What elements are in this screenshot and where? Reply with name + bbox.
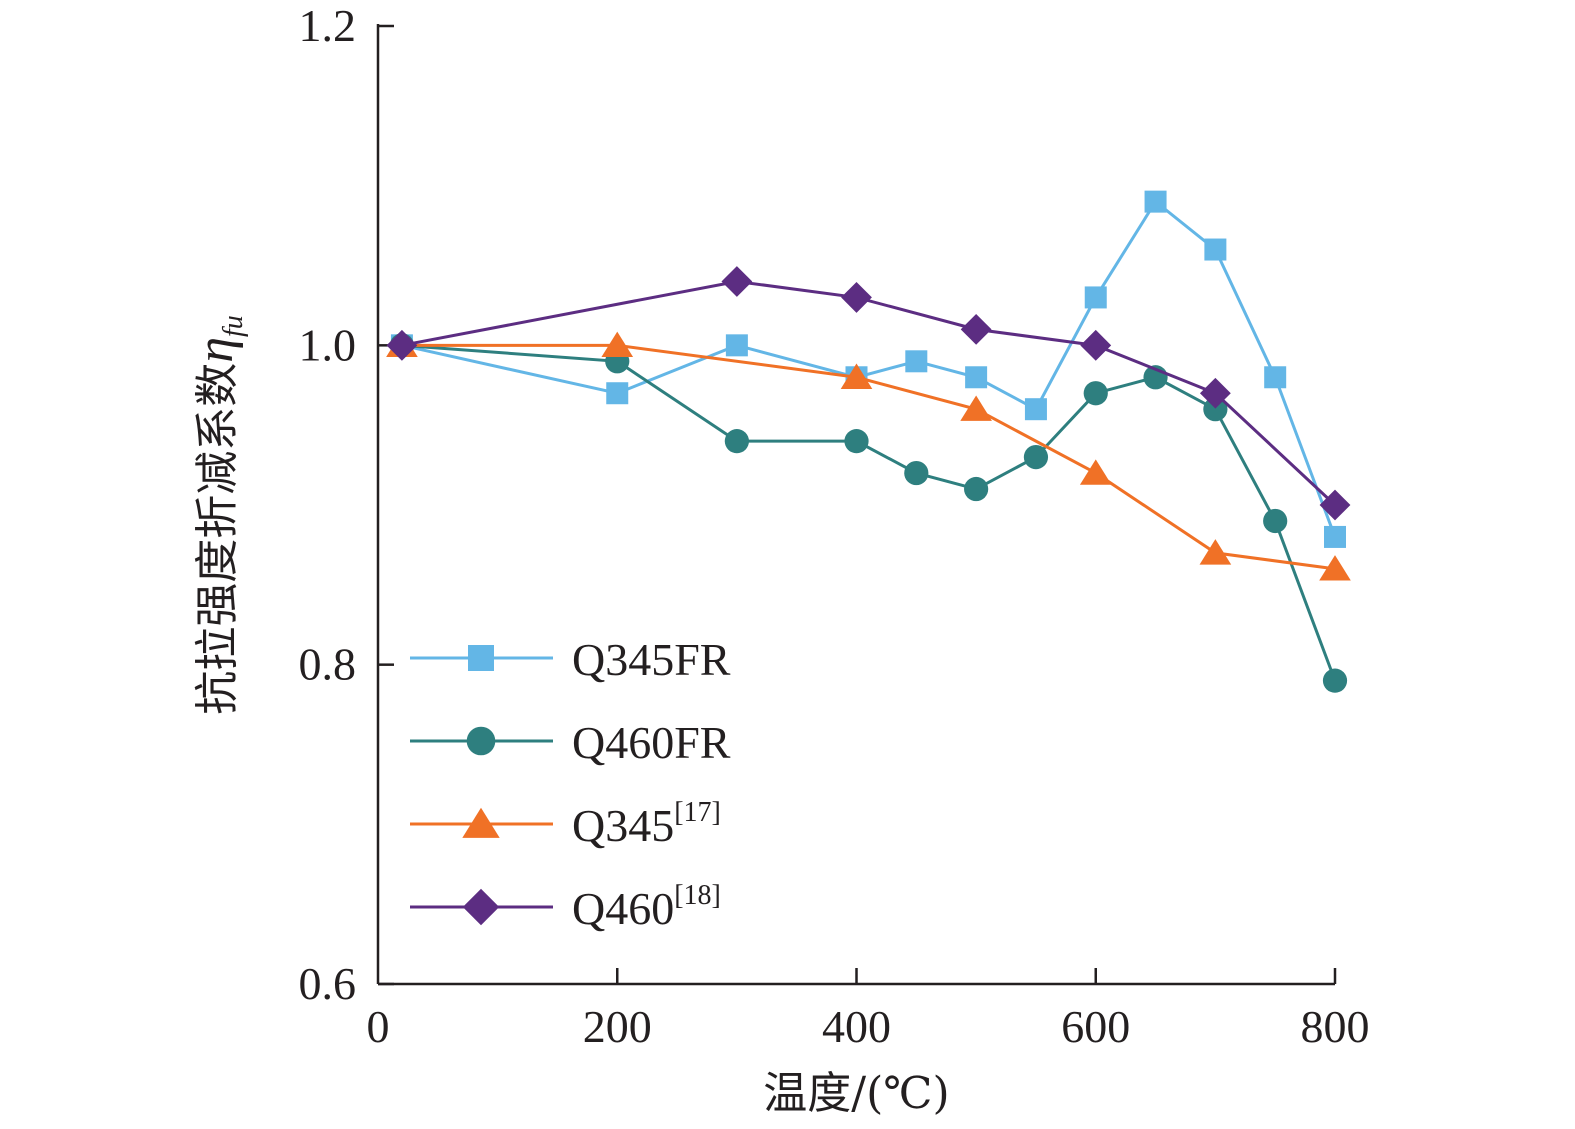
legend: Q345FR Q460FR Q345[17] Q460[18]: [410, 634, 731, 934]
y-axis-title-symbol: η: [187, 337, 244, 363]
data-point: [1024, 398, 1047, 421]
data-point: [905, 350, 928, 373]
data-point: [1083, 381, 1108, 406]
series-q460fr: [389, 333, 1348, 693]
legend-marker: [468, 645, 494, 671]
data-point: [1204, 238, 1227, 261]
data-point: [724, 429, 749, 454]
axes: [376, 24, 1335, 986]
data-point: [1322, 668, 1348, 693]
data-point: [844, 429, 869, 454]
series-line: [401, 199, 1337, 538]
series-line: [401, 343, 1337, 682]
data-point: [721, 266, 753, 297]
data-point: [1199, 539, 1232, 565]
x-tick-label: 600: [1061, 1001, 1130, 1052]
data-point: [1023, 445, 1049, 470]
data-point: [1203, 397, 1228, 422]
legend-label-base: Q460: [572, 883, 674, 934]
legend-label-base: Q345: [572, 800, 674, 851]
x-axis-title: 温度/(℃): [763, 1068, 949, 1119]
data-point: [1264, 366, 1287, 389]
legend-label: Q460[18]: [572, 880, 721, 934]
data-point: [725, 334, 748, 357]
axis-ticks: 0.6 0.8 1.0 1.2 0 200 400 600 800: [299, 0, 1370, 1052]
series-line: [401, 343, 1336, 571]
data-point: [601, 331, 634, 358]
x-tick-label: 800: [1301, 1001, 1370, 1052]
series-q345: [386, 331, 1351, 581]
y-tick-label: 0.6: [299, 958, 357, 1009]
data-point: [386, 329, 418, 361]
legend-marker: [466, 726, 496, 756]
legend-item: Q345FR: [410, 634, 731, 685]
y-axis-title: 抗拉强度折减系数ηfu: [187, 315, 249, 715]
legend-label-base: Q460FR: [572, 717, 731, 768]
legend-item: Q460[18]: [410, 880, 721, 934]
legend-item: Q345[17]: [410, 797, 721, 851]
data-point: [1319, 489, 1351, 521]
data-point: [606, 382, 629, 405]
data-series: [386, 190, 1351, 693]
x-tick-label: 200: [583, 1001, 652, 1052]
legend-label-superscript: [18]: [674, 880, 721, 911]
y-axis-title-main: 抗拉强度折减系数: [192, 363, 243, 715]
legend-label: Q345[17]: [572, 797, 721, 851]
y-tick-label: 1.2: [299, 0, 357, 51]
data-point: [840, 363, 873, 389]
y-tick-label: 1.0: [299, 319, 357, 370]
data-point: [1324, 525, 1346, 548]
data-point: [964, 476, 989, 502]
data-point: [1080, 329, 1112, 361]
data-point: [1319, 555, 1351, 581]
legend-label-base: Q345FR: [572, 634, 731, 685]
data-point: [904, 460, 929, 486]
series-q345fr: [390, 190, 1346, 548]
data-point: [960, 313, 992, 345]
x-tick-label: 400: [822, 1001, 891, 1052]
y-tick-label: 0.8: [299, 639, 357, 690]
data-point: [1079, 459, 1112, 485]
legend-label: Q345FR: [572, 634, 731, 685]
data-point: [960, 395, 992, 421]
y-axis-title-subscript: fu: [218, 315, 249, 337]
data-point: [1144, 190, 1167, 213]
data-point: [1084, 286, 1107, 309]
x-tick-label: 0: [367, 1001, 390, 1052]
series-q460: [386, 266, 1351, 521]
data-point: [1199, 377, 1231, 409]
legend-label-superscript: [17]: [674, 797, 721, 828]
legend-label: Q460FR: [572, 717, 731, 768]
legend-marker: [462, 888, 500, 926]
legend-marker: [462, 807, 500, 838]
y-axis-title-text: 抗拉强度折减系数ηfu: [187, 315, 249, 715]
series-line: [401, 279, 1337, 507]
data-point: [965, 366, 988, 389]
legend-item: Q460FR: [410, 717, 731, 768]
data-point: [1263, 508, 1288, 534]
data-point: [841, 282, 872, 313]
